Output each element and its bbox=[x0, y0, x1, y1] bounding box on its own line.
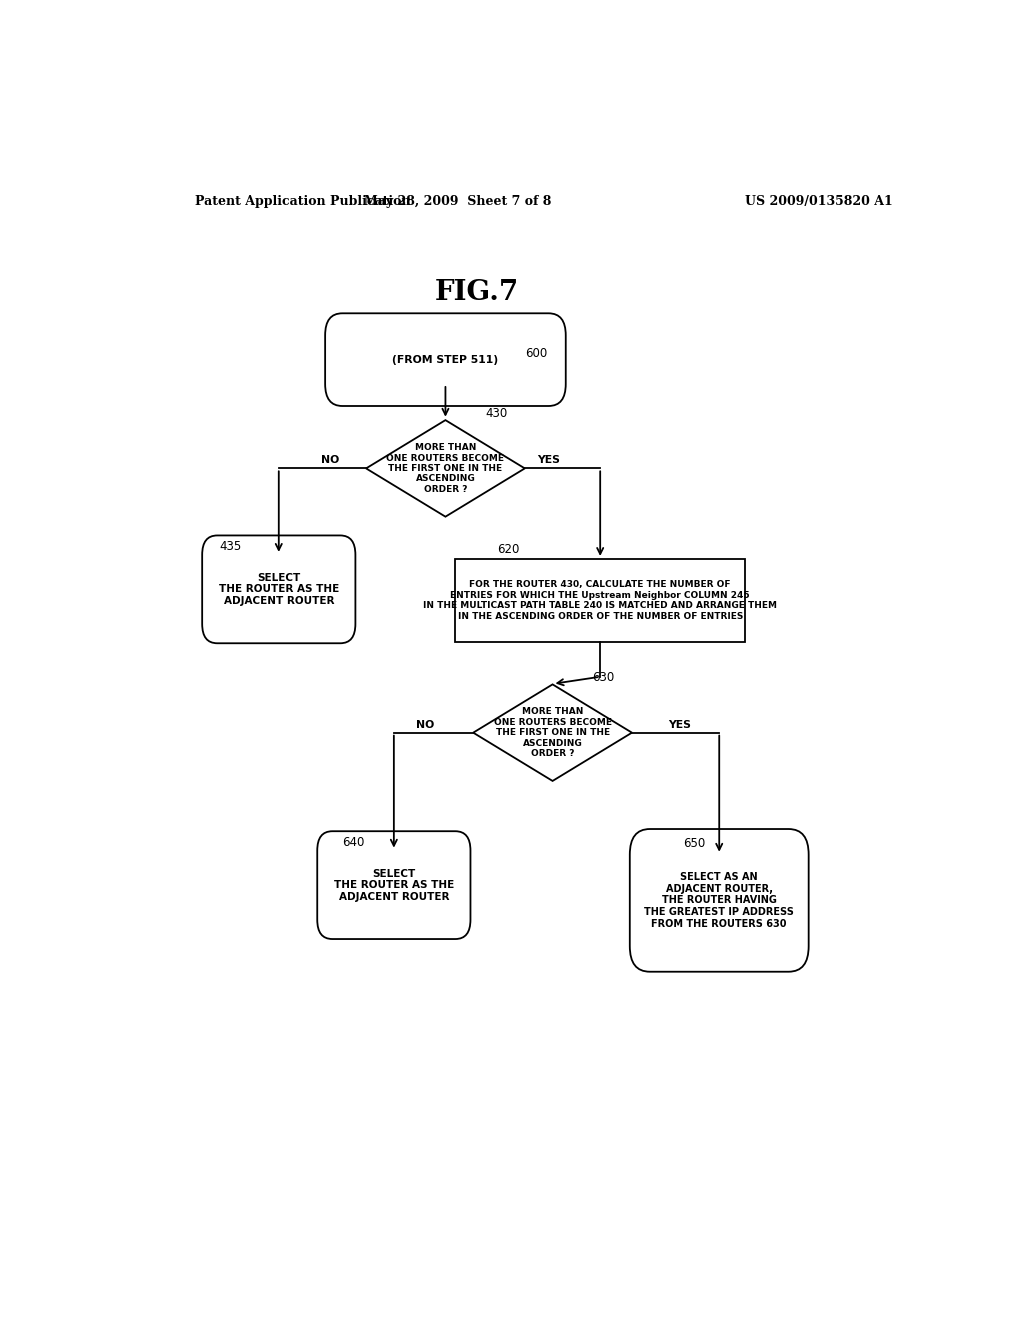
FancyBboxPatch shape bbox=[317, 832, 470, 939]
Text: MORE THAN
ONE ROUTERS BECOME
THE FIRST ONE IN THE
ASCENDING
ORDER ?: MORE THAN ONE ROUTERS BECOME THE FIRST O… bbox=[494, 708, 611, 758]
Text: FOR THE ROUTER 430, CALCULATE THE NUMBER OF
ENTRIES FOR WHICH THE Upstream Neigh: FOR THE ROUTER 430, CALCULATE THE NUMBER… bbox=[423, 581, 777, 620]
Text: 620: 620 bbox=[497, 543, 519, 556]
Text: SELECT
THE ROUTER AS THE
ADJACENT ROUTER: SELECT THE ROUTER AS THE ADJACENT ROUTER bbox=[334, 869, 454, 902]
Text: NO: NO bbox=[417, 719, 435, 730]
Text: YES: YES bbox=[538, 455, 560, 465]
Text: Patent Application Publication: Patent Application Publication bbox=[196, 194, 411, 207]
Text: 435: 435 bbox=[219, 540, 242, 553]
Text: (FROM STEP 511): (FROM STEP 511) bbox=[392, 355, 499, 364]
Text: 600: 600 bbox=[524, 347, 547, 359]
Text: SELECT
THE ROUTER AS THE
ADJACENT ROUTER: SELECT THE ROUTER AS THE ADJACENT ROUTER bbox=[219, 573, 339, 606]
Text: 430: 430 bbox=[485, 407, 507, 420]
Bar bbox=[456, 558, 745, 643]
Text: 630: 630 bbox=[592, 671, 614, 684]
Polygon shape bbox=[473, 684, 632, 781]
Polygon shape bbox=[367, 420, 524, 516]
Text: May 28, 2009  Sheet 7 of 8: May 28, 2009 Sheet 7 of 8 bbox=[364, 194, 551, 207]
FancyBboxPatch shape bbox=[630, 829, 809, 972]
Text: 650: 650 bbox=[684, 837, 706, 850]
Text: 640: 640 bbox=[342, 836, 365, 849]
Text: US 2009/0135820 A1: US 2009/0135820 A1 bbox=[744, 194, 892, 207]
FancyBboxPatch shape bbox=[326, 313, 565, 407]
Text: MORE THAN
ONE ROUTERS BECOME
THE FIRST ONE IN THE
ASCENDING
ORDER ?: MORE THAN ONE ROUTERS BECOME THE FIRST O… bbox=[386, 444, 505, 494]
Text: YES: YES bbox=[668, 719, 691, 730]
Text: NO: NO bbox=[322, 455, 340, 465]
FancyBboxPatch shape bbox=[202, 536, 355, 643]
Text: SELECT AS AN
ADJACENT ROUTER,
THE ROUTER HAVING
THE GREATEST IP ADDRESS
FROM THE: SELECT AS AN ADJACENT ROUTER, THE ROUTER… bbox=[644, 873, 795, 928]
Text: FIG.7: FIG.7 bbox=[435, 279, 519, 306]
